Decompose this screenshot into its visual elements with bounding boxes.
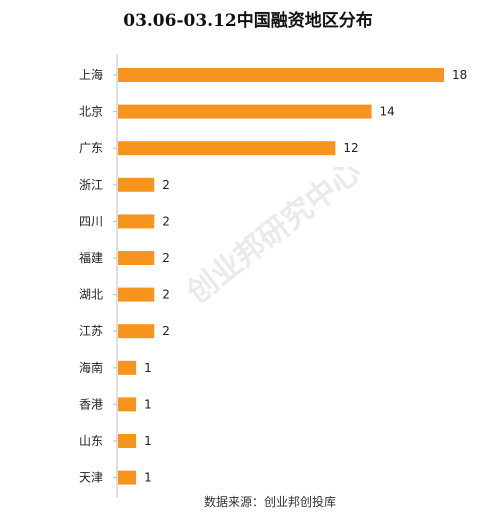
bar — [118, 360, 137, 375]
category-label: 天津 — [79, 471, 103, 485]
category-label: 山东 — [79, 434, 103, 448]
category-label: 福建 — [79, 250, 103, 265]
value-label: 12 — [343, 141, 358, 155]
bar — [118, 177, 155, 192]
value-label: 1 — [144, 471, 152, 485]
value-label: 14 — [380, 105, 395, 119]
value-label: 1 — [144, 397, 152, 411]
bar — [118, 104, 372, 119]
category-label: 上海 — [79, 67, 103, 82]
category-label: 香港 — [79, 397, 103, 411]
value-label: 2 — [162, 251, 170, 265]
category-label: 四川 — [79, 214, 103, 228]
value-label: 1 — [144, 434, 152, 448]
bar — [118, 470, 137, 485]
bar — [118, 214, 155, 229]
bar — [118, 68, 444, 82]
bar — [118, 324, 155, 339]
category-label: 江苏 — [79, 324, 103, 338]
category-label: 北京 — [79, 105, 103, 119]
value-label: 2 — [162, 178, 170, 192]
category-label: 广东 — [79, 141, 103, 155]
category-label: 海南 — [79, 360, 103, 375]
bars-group: 上海 18 北京 14 广东 12 浙江 2 四川 2 福建 2 湖北 2 江苏 2 海南 1 香港 1 山东 1 天津 1 — [79, 67, 467, 485]
value-label: 2 — [162, 214, 170, 228]
watermark: 创业邦研究中心 — [180, 154, 368, 311]
source-note: 数据来源：创业邦创投库 — [204, 494, 336, 509]
bar — [118, 397, 137, 412]
value-label: 1 — [144, 361, 152, 375]
chart-title: 03.06-03.12中国融资地区分布 — [123, 10, 373, 31]
bar — [118, 287, 155, 302]
bar — [118, 141, 336, 156]
value-label: 2 — [162, 288, 170, 302]
category-label: 浙江 — [79, 178, 103, 192]
value-label: 18 — [452, 68, 467, 82]
category-label: 湖北 — [79, 287, 103, 302]
value-label: 2 — [162, 324, 170, 338]
bar — [118, 434, 137, 448]
bar — [118, 251, 155, 265]
